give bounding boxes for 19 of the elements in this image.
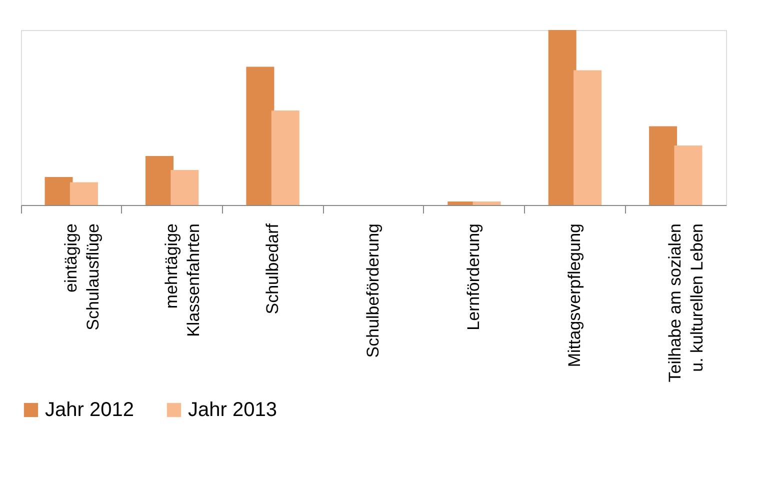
bar <box>548 30 576 205</box>
bar <box>70 182 98 205</box>
bar <box>472 202 501 205</box>
bar <box>246 66 274 205</box>
x-tick-label: Schulbedarf <box>262 223 282 314</box>
bar <box>674 146 702 205</box>
bar <box>170 170 199 205</box>
x-tick-label: Teilhabe am sozialen u. kulturellen Leben <box>666 224 707 382</box>
x-tick-label: Schulbeförderung <box>364 224 382 358</box>
bar <box>145 156 174 205</box>
bar <box>574 70 602 205</box>
x-tick-label: Lernförderung <box>464 224 484 330</box>
legend-label: Jahr 2013 <box>188 399 277 421</box>
x-tick-label: eintägige Schulausflüge <box>61 224 102 330</box>
x-tick-label: Mittagsverpflegung <box>564 224 584 368</box>
bar <box>649 126 678 205</box>
bar <box>44 177 73 205</box>
legend-label: Jahr 2012 <box>45 399 134 421</box>
bar <box>271 110 300 205</box>
